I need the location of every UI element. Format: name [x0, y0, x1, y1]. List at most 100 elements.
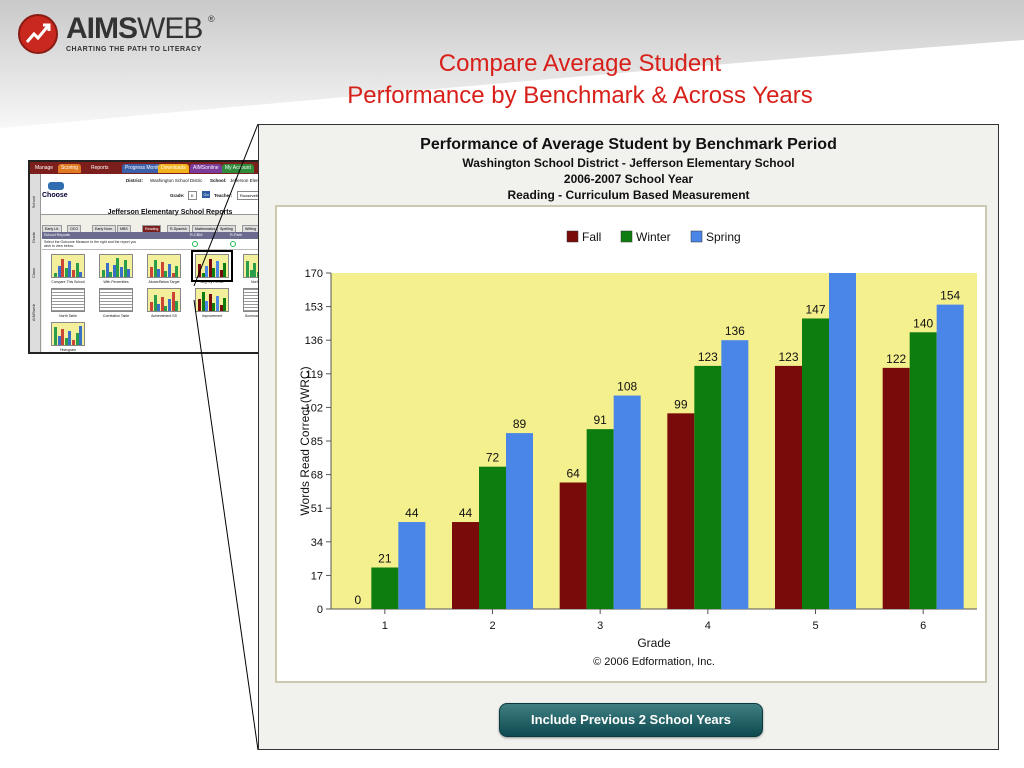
data-label: 147 — [805, 302, 825, 316]
data-label: 21 — [378, 551, 392, 565]
thumb-school-label: School: — [210, 178, 227, 183]
y-tick-label: 153 — [305, 302, 323, 314]
thumb-report-preview — [51, 322, 85, 346]
thumb-grade-select[interactable]: K — [188, 191, 197, 200]
bar-spring — [506, 433, 533, 609]
x-tick-label: 3 — [597, 620, 603, 632]
thumb-report-option[interactable]: Correlation Table — [94, 288, 138, 318]
bar-fall — [667, 413, 695, 609]
include-previous-years-button[interactable]: Include Previous 2 School Years — [499, 703, 763, 737]
slide-title-line1: Compare Average Student — [438, 50, 722, 77]
y-tick-label: 0 — [317, 604, 323, 616]
thumb-report-preview — [51, 288, 85, 312]
bar-winter — [802, 318, 829, 609]
logo-registered-mark: ® — [208, 14, 215, 24]
bar-fall — [882, 367, 910, 609]
thumb-report-option[interactable]: With Percentiles — [94, 254, 138, 284]
chart-copyright: © 2006 Edformation, Inc. — [593, 656, 715, 668]
report-subtitle-measure: Reading - Curriculum Based Measurement — [507, 188, 750, 202]
report-title: Performance of Average Student by Benchm… — [420, 136, 837, 153]
thumb-report-option[interactable]: Avg. by Period — [190, 250, 234, 284]
thumb-report-preview — [51, 254, 85, 278]
y-tick-label: 34 — [311, 537, 323, 549]
slide-title: Compare Average Student Performance by B… — [270, 48, 890, 112]
thumb-nav-tab[interactable]: Reports — [88, 164, 112, 173]
bar-fall — [452, 522, 479, 609]
data-label: 123 — [698, 350, 718, 364]
y-tick-label: 119 — [305, 369, 323, 381]
data-label: 122 — [886, 352, 906, 366]
thumb-report-label: Above/Below Target — [148, 280, 180, 284]
x-axis-title: Grade — [637, 636, 671, 650]
y-tick-label: 85 — [311, 436, 323, 448]
thumb-choose-label[interactable]: Choose — [42, 192, 68, 199]
legend-label-fall: Fall — [582, 230, 601, 244]
thumb-subject-tab[interactable]: R-Spanish — [167, 225, 190, 232]
thumb-report-preview — [147, 254, 181, 278]
choose-arrow-icon — [48, 182, 64, 190]
thumb-report-option[interactable]: Improvement — [190, 288, 234, 318]
thumb-grade-go-button[interactable]: Go — [202, 191, 210, 198]
thumb-nav-tab[interactable]: Scoring — [58, 164, 81, 173]
data-label: 91 — [593, 413, 607, 427]
data-label: 0 — [354, 593, 361, 607]
legend-swatch-winter — [620, 230, 633, 243]
legend-swatch-fall — [566, 230, 579, 243]
thumb-radio-rcbm[interactable] — [192, 241, 198, 247]
thumb-nav-tab[interactable]: Manage — [32, 164, 57, 173]
thumb-nav-tab[interactable]: Progress Monitor — [122, 164, 167, 173]
thumb-radio-rpath[interactable] — [230, 241, 236, 247]
y-tick-label: 102 — [305, 402, 323, 414]
thumb-subject-tab[interactable]: OCG — [67, 225, 82, 232]
data-label: 154 — [940, 289, 960, 303]
slide-title-line2: Performance by Benchmark & Across Years — [347, 82, 813, 109]
thumb-subject-tab[interactable]: Early Lit. — [42, 225, 62, 232]
x-tick-label: 4 — [705, 620, 711, 632]
bar-spring — [398, 522, 426, 609]
bar-spring — [936, 304, 964, 609]
thumb-subject-tab[interactable]: Reading — [142, 225, 162, 232]
thumb-nav-bar: Manage Scoring Reports Progress Monitor Down… — [30, 162, 294, 174]
thumb-report-option[interactable]: North Table — [46, 288, 90, 318]
x-tick-label: 5 — [812, 620, 818, 632]
thumb-report-grid: Compare This School With Percentiles Above… — [42, 250, 294, 352]
thumb-subject-tab[interactable]: Early Num. — [92, 225, 116, 232]
thumb-side-tabs: AIMSweb Class Grade School — [30, 174, 41, 352]
thumb-report-preview — [147, 288, 181, 312]
thumb-teacher-label: Teacher: — [214, 193, 233, 198]
bar-fall — [775, 365, 802, 609]
legend-label-spring: Spring — [706, 230, 741, 244]
data-label: 99 — [674, 397, 688, 411]
thumb-report-label: With Percentiles — [103, 280, 129, 284]
thumb-nav-tab[interactable]: Downloads — [158, 164, 189, 173]
callout-line-top — [193, 123, 259, 287]
thumb-report-option[interactable]: Above/Below Target — [142, 254, 186, 284]
y-tick-label: 136 — [305, 335, 323, 347]
reports-screen-thumbnail: Manage Scoring Reports Progress Monitor Down… — [28, 160, 296, 354]
bar-winter — [909, 332, 937, 609]
data-label: 64 — [566, 467, 580, 481]
legend-label-winter: Winter — [636, 230, 671, 244]
thumb-report-option[interactable]: Achievement SS — [142, 288, 186, 318]
thumb-subject-tab[interactable]: MBS — [117, 225, 131, 232]
thumb-subject-tab[interactable]: Spelling — [217, 225, 236, 232]
report-panel: Performance of Average Student by Benchm… — [258, 124, 999, 750]
legend-swatch-spring — [690, 230, 703, 243]
thumb-report-option[interactable]: Compare This School — [46, 254, 90, 284]
data-label: 108 — [617, 380, 637, 394]
thumb-nav-tab[interactable]: My Account — [222, 164, 254, 173]
thumb-nav-tab[interactable]: AIMSonline — [190, 164, 222, 173]
bar-winter — [479, 466, 506, 609]
callout-line-bottom — [193, 299, 259, 751]
thumb-report-preview — [99, 254, 133, 278]
x-tick-label: 2 — [489, 620, 495, 632]
x-tick-label: 6 — [920, 620, 926, 632]
logo-emblem-icon — [18, 14, 58, 54]
thumb-report-option[interactable]: Histogram — [46, 322, 90, 352]
thumb-grade-label: Grade: — [170, 193, 185, 198]
x-tick-label: 1 — [382, 620, 388, 632]
thumb-report-label: Histogram — [60, 348, 76, 352]
y-axis-title: Words Read Correct (WRC) — [298, 366, 312, 515]
thumb-district-label: District: — [126, 178, 144, 183]
